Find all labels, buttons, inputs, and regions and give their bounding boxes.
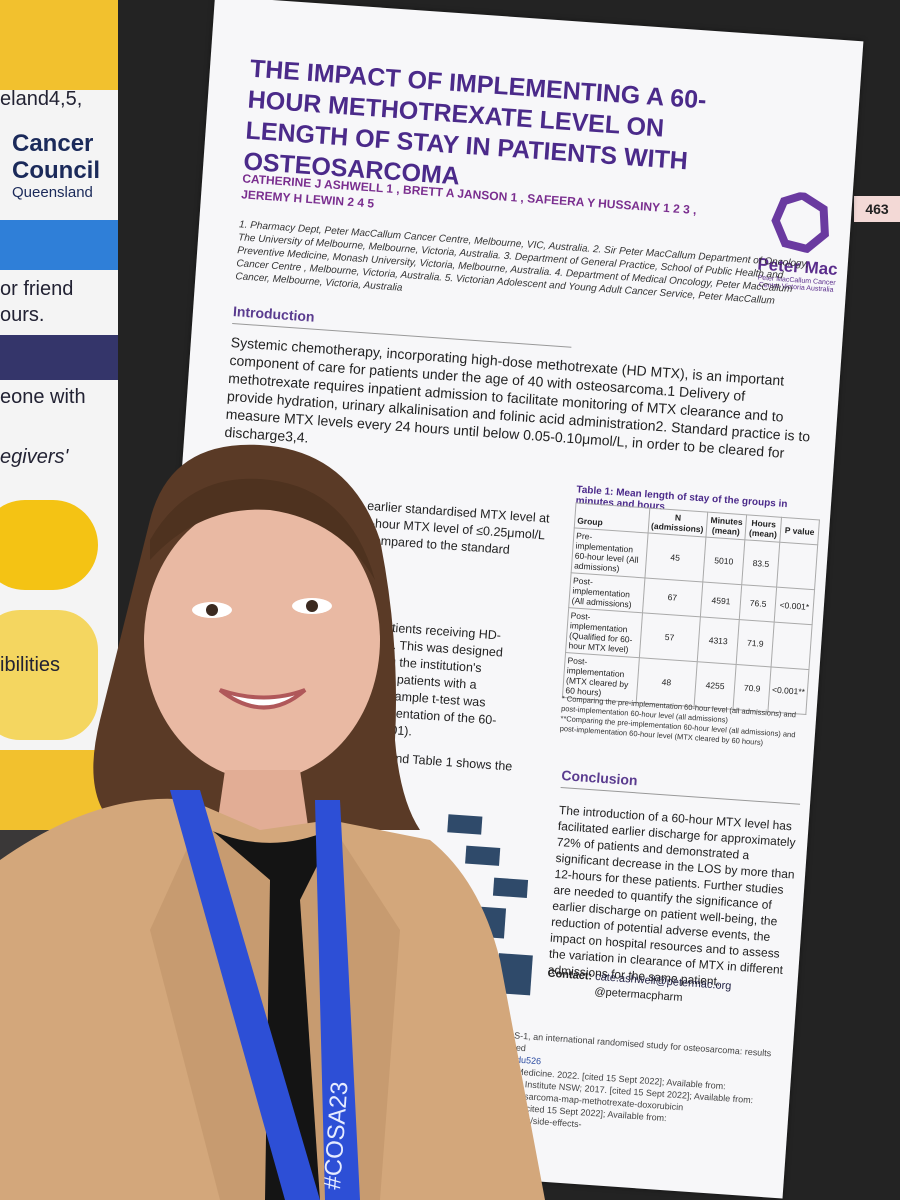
banner-text: Council: [12, 157, 100, 184]
smile: [218, 688, 307, 710]
banner-block: [0, 220, 118, 270]
banner-block: [0, 610, 98, 740]
banner-text: ibilities: [0, 654, 61, 676]
banner-block: [0, 335, 118, 380]
face: [144, 500, 380, 780]
banner-text: Cancer: [12, 130, 94, 157]
hair-fringe: [150, 478, 375, 580]
banner-block: [0, 0, 118, 90]
lanyard-strap: [170, 790, 320, 1200]
iris: [206, 604, 218, 616]
lapel: [150, 820, 270, 1200]
banner-block: [0, 500, 98, 590]
banner-text: egivers': [0, 446, 69, 468]
banner-text: Queensland: [12, 184, 93, 201]
left-banner: eland4,5, Cancer Council Queensland or f…: [0, 0, 118, 830]
banner-text: eone with: [0, 386, 86, 408]
banner-text: ours.: [0, 304, 45, 326]
banner-text: or friend: [0, 278, 74, 300]
logo: Peter Mac Peter MacCallum Cancer Centre …: [751, 189, 848, 294]
poster: THE IMPACT OF IMPLEMENTING A 60-HOUR MET…: [134, 0, 864, 1199]
iris: [306, 600, 318, 612]
board-number: 463: [854, 196, 900, 222]
lanyard-strap: [315, 800, 360, 1200]
logo-mark: [771, 191, 829, 254]
banner-text: eland4,5,: [0, 88, 83, 110]
